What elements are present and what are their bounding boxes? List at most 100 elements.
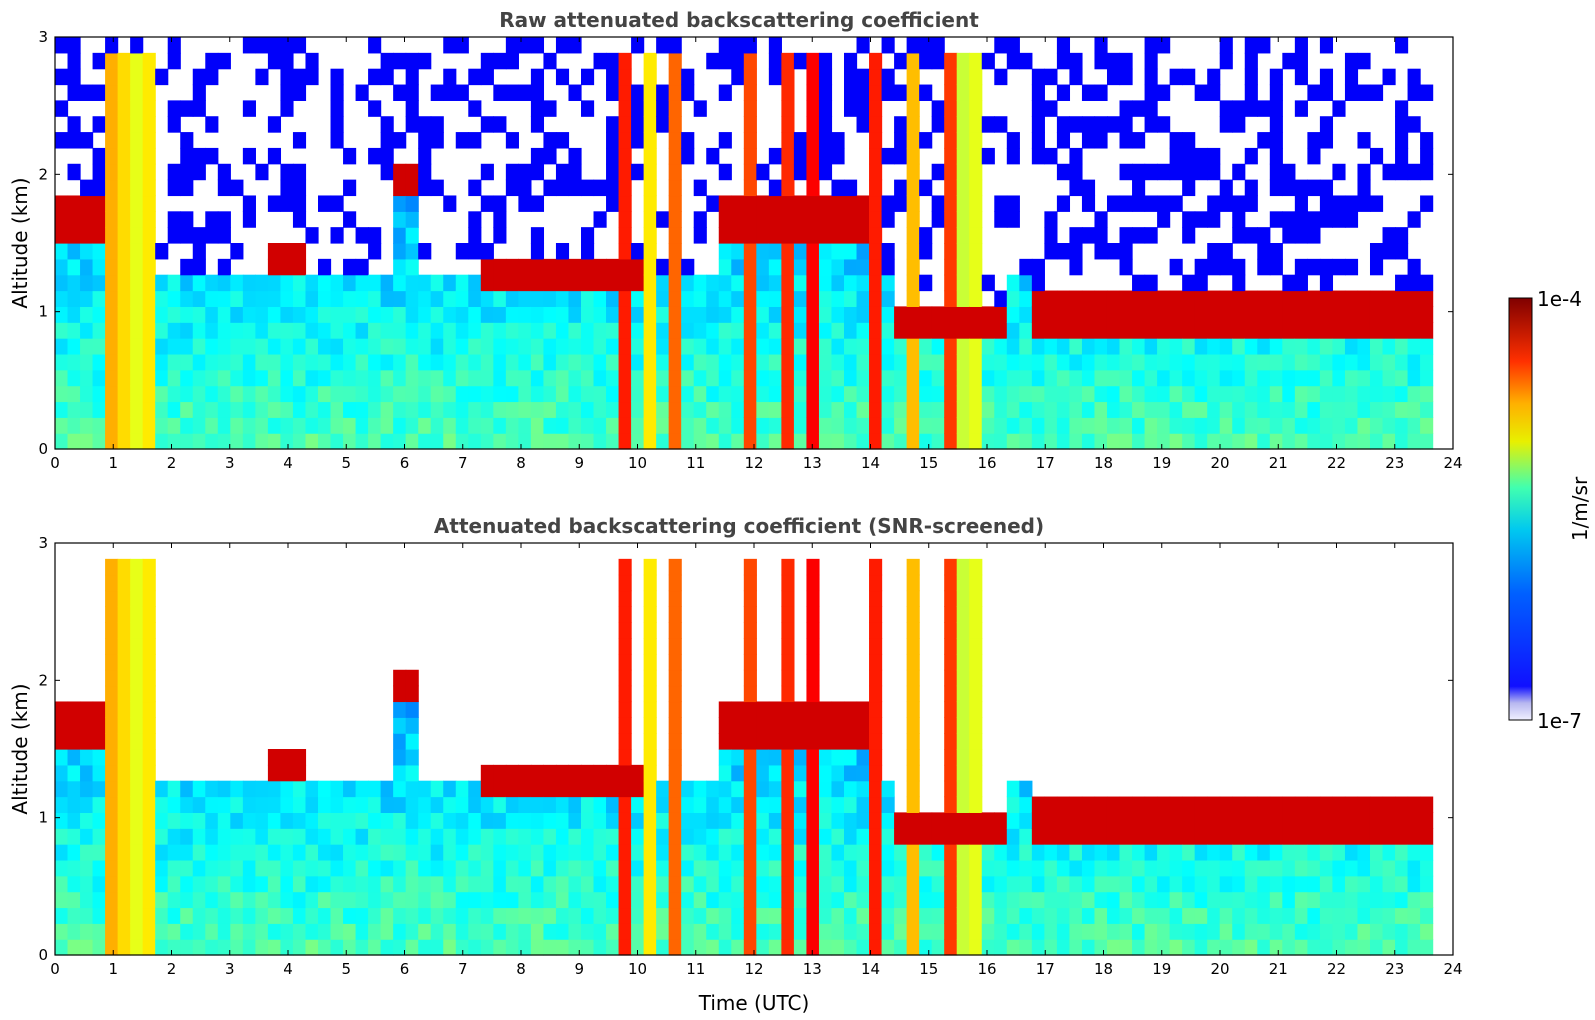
panel2-heatmap-cell (380, 907, 394, 924)
panel1-heatmap-cell (618, 100, 632, 117)
panel1-heatmap-cell (1244, 322, 1258, 339)
panel1-heatmap-cell (906, 132, 920, 149)
panel1-heatmap-cell (380, 322, 394, 339)
panel2-heatmap-cell (117, 796, 131, 813)
colorbar-gradient (1508, 297, 1533, 721)
panel1-heatmap-cell (1294, 322, 1308, 339)
panel1-heatmap-cell (1132, 306, 1146, 323)
panel1-heatmap-cell (1357, 132, 1371, 149)
panel1-heatmap-cell (355, 290, 369, 307)
panel1-x-ticks: 0 1 2 3 4 5 6 7 8 9 10 11 12 13 14 15 16 17 18 19 20 21 22 23 24 (50, 37, 1463, 472)
panel1-heatmap-cell (906, 433, 920, 450)
panel1-heatmap-cell (1332, 258, 1346, 276)
panel1-heatmap-cell (192, 369, 206, 387)
panel2-heatmap-cell (956, 733, 970, 750)
panel1-heatmap-cell (656, 290, 670, 307)
panel2-heatmap-cell (869, 859, 883, 877)
panel2-heatmap-cell (931, 859, 945, 877)
panel1-heatmap-cell (1044, 401, 1058, 418)
panel1-heatmap-cell (1269, 306, 1283, 323)
panel1-heatmap-cell (418, 306, 432, 323)
panel1-x-tick-label: 13 (803, 454, 822, 472)
panel2-heatmap-cell (318, 907, 332, 924)
panel1-heatmap-cell (1269, 84, 1283, 101)
panel1-heatmap-cell (906, 401, 920, 418)
panel1-heatmap-cell (92, 369, 106, 387)
panel1-heatmap-cell (205, 369, 219, 387)
panel2-heatmap-cell (844, 796, 858, 813)
panel1-heatmap-cell (305, 401, 319, 418)
panel1-heatmap-cell (1182, 147, 1196, 165)
panel2-heatmap-cell (180, 907, 194, 924)
panel1-heatmap-cell (217, 433, 231, 450)
panel1-heatmap-cell (543, 100, 557, 117)
panel2-heatmap-cell (230, 780, 244, 798)
panel1-heatmap-cell (355, 258, 369, 276)
panel2-heatmap-cell (869, 622, 883, 639)
panel2-heatmap-cell (956, 780, 970, 798)
panel2-heatmap-cell (743, 638, 757, 655)
panel1-heatmap-cell (1144, 369, 1158, 387)
panel2-heatmap-cell (555, 939, 570, 956)
panel2-heatmap-cell (1081, 796, 1096, 813)
panel1-heatmap-cell (1357, 401, 1371, 418)
panel2-heatmap-cell (105, 796, 119, 813)
panel1-heatmap-cell (443, 401, 457, 418)
panel2-heatmap-cell (906, 558, 920, 576)
panel2-heatmap-cell (167, 828, 181, 845)
panel2-heatmap-cell (781, 733, 795, 750)
panel2-heatmap-cell (706, 907, 720, 924)
panel2-heatmap-cell (1319, 796, 1334, 813)
panel2-heatmap-cell (606, 828, 620, 845)
panel1-heatmap-cell (593, 417, 607, 434)
panel2-heatmap-cell (280, 939, 294, 956)
panel1-heatmap-cell (1219, 322, 1233, 339)
panel2-heatmap-cell (167, 891, 181, 909)
panel1-heatmap-cell (643, 385, 657, 403)
panel2-heatmap-cell (530, 907, 545, 924)
panel1-heatmap-cell (1081, 290, 1096, 307)
panel1-heatmap-cell (1407, 290, 1421, 307)
panel2-heatmap-cell (668, 859, 682, 877)
panel1-heatmap-cell (430, 306, 444, 323)
panel1-heatmap-cell (1307, 433, 1321, 450)
panel1-heatmap-cell (105, 353, 119, 371)
panel2-heatmap-cell (443, 907, 457, 924)
panel2-heatmap-cell (1332, 828, 1346, 845)
panel1-heatmap-cell (1182, 401, 1196, 418)
panel1-heatmap-cell (919, 132, 933, 149)
panel1-heatmap-cell (1144, 37, 1158, 54)
panel1-heatmap-cell (142, 227, 156, 244)
panel2-heatmap-cell (906, 939, 920, 956)
panel2-heatmap-cell (1106, 796, 1121, 813)
panel1-heatmap-cell (956, 195, 970, 212)
panel1-heatmap-cell (781, 322, 795, 339)
panel2-heatmap-cell (405, 828, 419, 845)
panel2-heatmap-cell (956, 812, 970, 829)
panel1-heatmap-cell (1269, 369, 1283, 387)
panel2-heatmap-cell (706, 923, 720, 940)
panel2-heatmap-cell (80, 796, 94, 813)
panel1-heatmap-cell (706, 369, 720, 387)
panel1-heatmap-cell (318, 369, 332, 387)
colorbar-min-label: 1e-7 (1537, 709, 1582, 733)
panel1-heatmap-cell (1019, 433, 1033, 450)
panel2-heatmap-cell (656, 859, 670, 877)
panel2-heatmap-cell (355, 939, 369, 956)
panel1-heatmap-cell (330, 306, 344, 323)
panel1-heatmap-cell (255, 353, 269, 371)
panel2-heatmap-cell (142, 923, 156, 940)
panel2-heatmap-cell (343, 844, 357, 861)
panel2-heatmap-cell (718, 828, 732, 845)
panel2-heatmap-cell (1257, 891, 1271, 909)
panel2-heatmap-cell (1207, 859, 1221, 877)
panel2-heatmap-cell (1319, 907, 1334, 924)
panel1-heatmap-cell (330, 290, 344, 307)
panel1-heatmap-cell (668, 147, 682, 165)
panel1-heatmap-cell (555, 258, 570, 276)
panel1-heatmap-cell (1182, 306, 1196, 323)
panel2-heatmap-cell (1132, 923, 1146, 940)
panel1-heatmap-cell (1269, 163, 1283, 181)
panel2-heatmap-cell (142, 733, 156, 750)
panel1-heatmap-cell (92, 274, 106, 292)
